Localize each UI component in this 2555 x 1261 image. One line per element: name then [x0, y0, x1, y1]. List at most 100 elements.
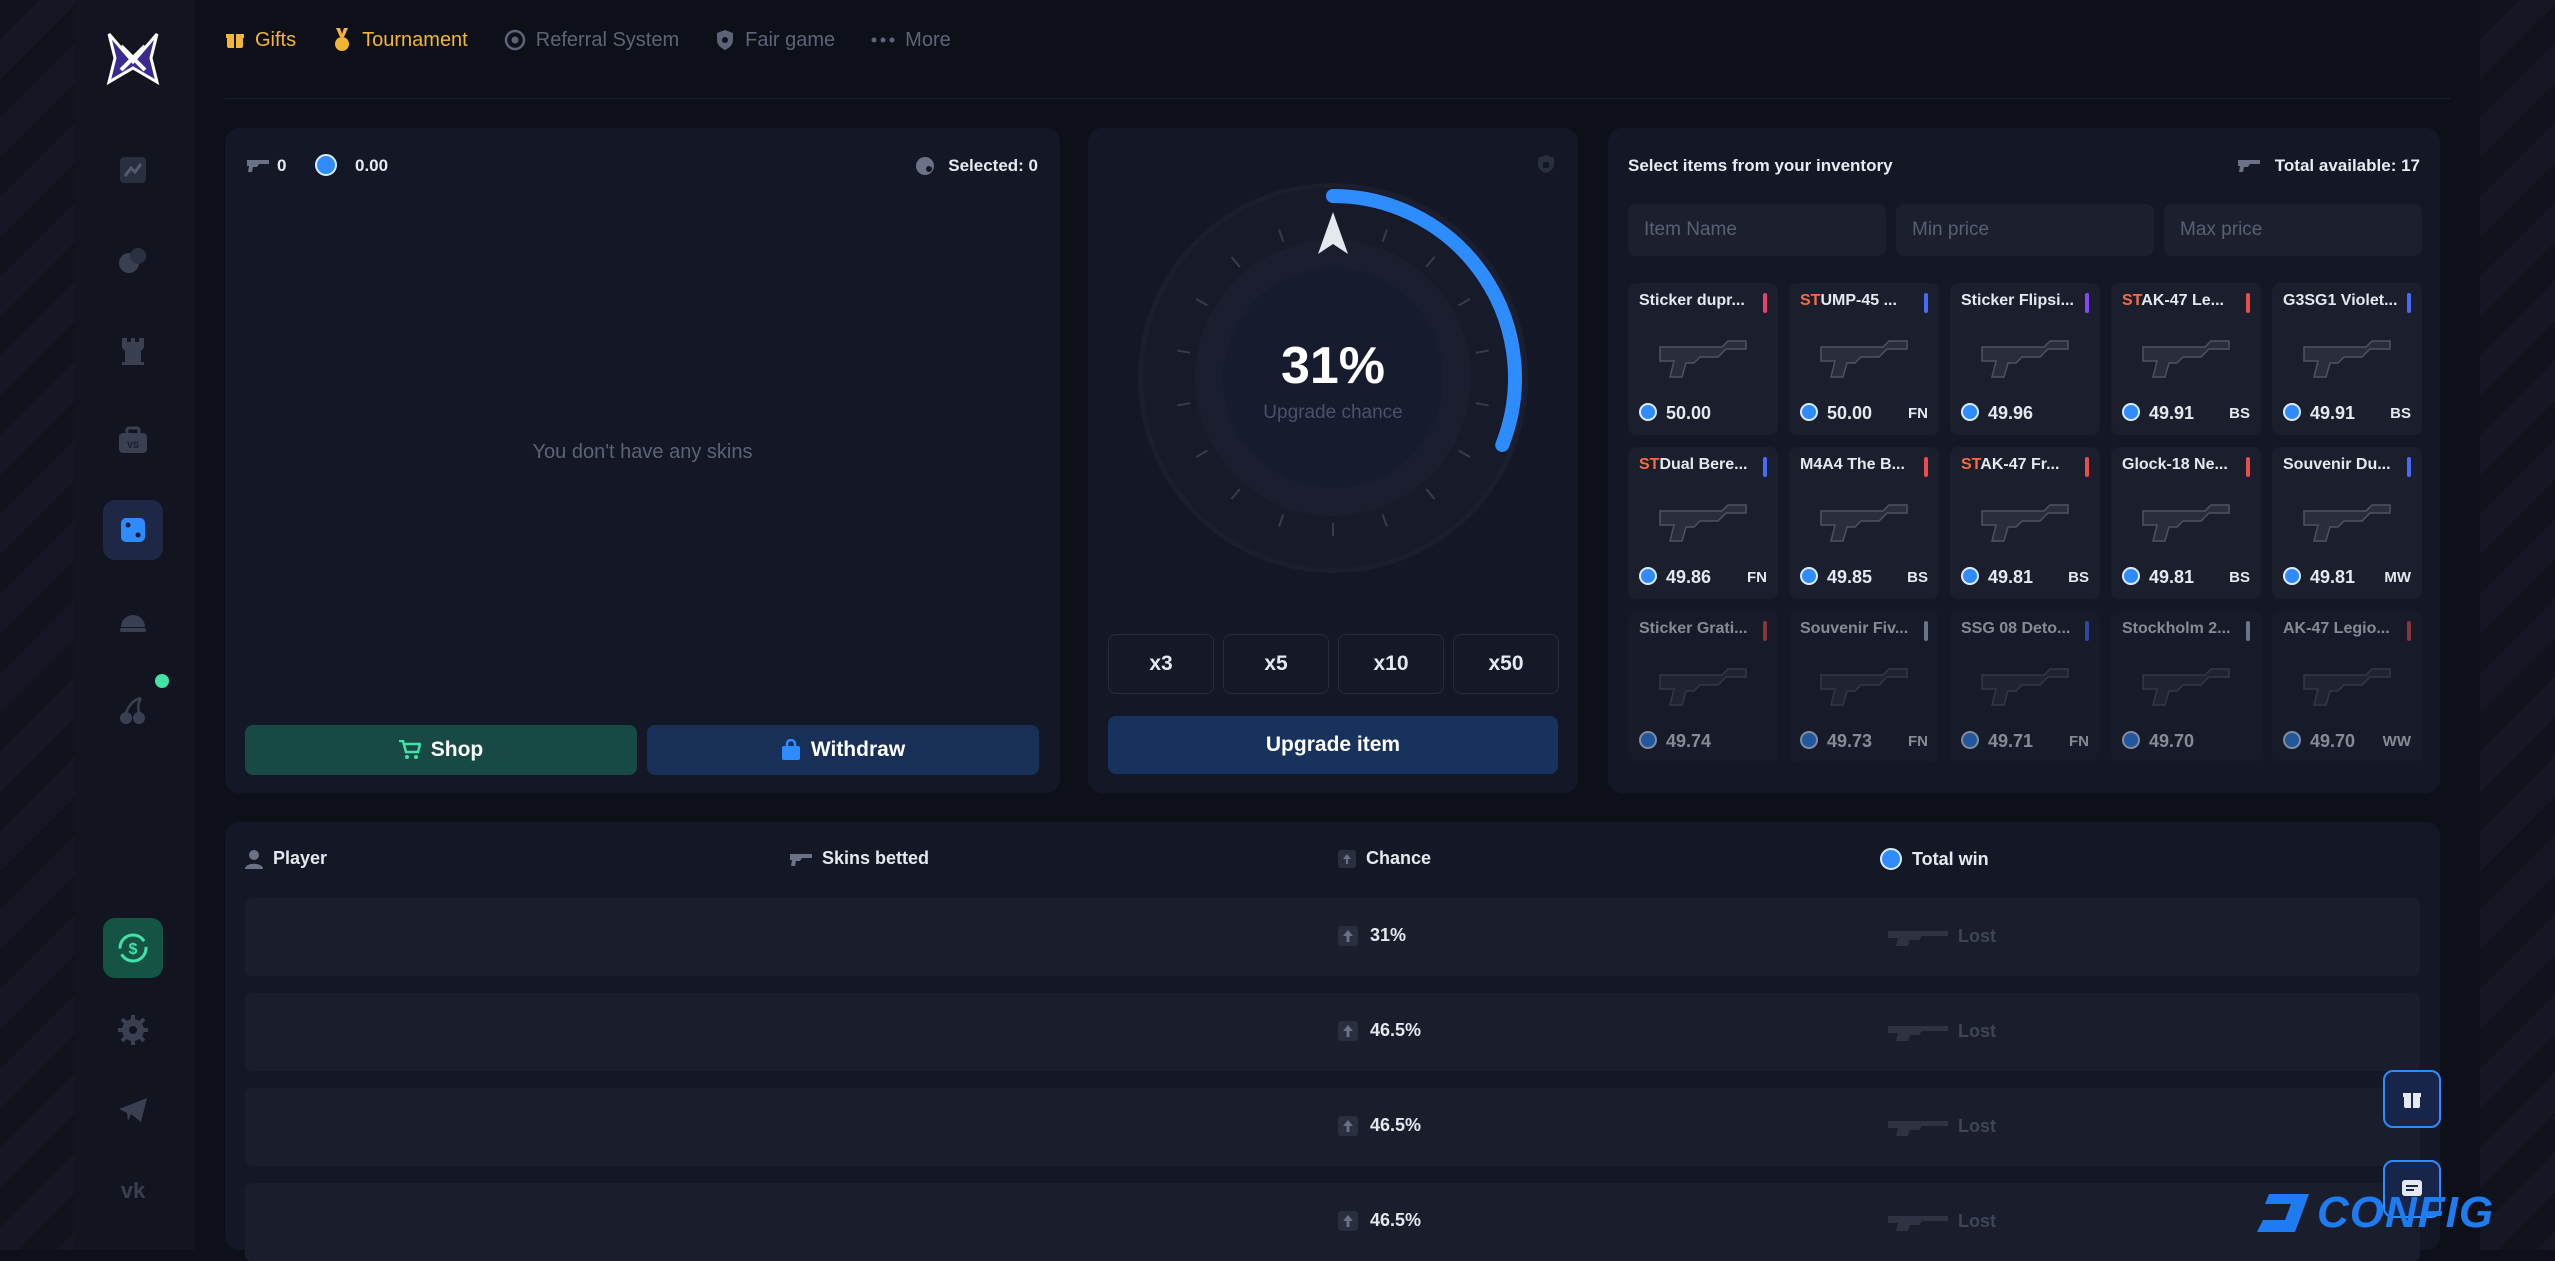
telegram-icon	[119, 1098, 147, 1122]
svg-text:vk: vk	[121, 1179, 146, 1201]
arrow-up-icon	[1338, 1020, 1358, 1041]
inventory-item-card[interactable]: Stockholm 2... 49.70	[2111, 611, 2261, 763]
arrow-up-icon	[1338, 1210, 1358, 1231]
cherry-icon	[120, 696, 145, 724]
multiplier-x3[interactable]: x3	[1108, 634, 1214, 694]
inventory-item-card[interactable]: Sticker dupr... 50.00	[1628, 283, 1778, 435]
nav-referral[interactable]: Referral System	[504, 29, 679, 52]
sidebar-item-roulette[interactable]	[103, 590, 163, 650]
total-available: Total available: 17	[2274, 156, 2420, 175]
rarity-bar	[2407, 621, 2411, 641]
inventory-item-card[interactable]: Souvenir Fiv... 49.73 FN	[1789, 611, 1939, 763]
inventory-item-card[interactable]: Glock-18 Ne... 49.81 BS	[2111, 447, 2261, 599]
nav-tournament[interactable]: Tournament	[332, 28, 468, 52]
item-price: 49.73	[1827, 731, 1873, 751]
sidebar-item-telegram[interactable]	[103, 1080, 163, 1140]
row-chance: 46.5%	[1338, 1210, 1421, 1231]
row-chance-value: 31%	[1370, 925, 1407, 945]
chat-float-button[interactable]	[2383, 1160, 2441, 1218]
header-chance: Chance	[1338, 848, 1431, 869]
header-skins: Skins betted	[790, 848, 929, 869]
item-image	[2300, 485, 2394, 551]
inventory-item-card[interactable]: SSG 08 Deto... 49.71 FN	[1950, 611, 2100, 763]
withdraw-button[interactable]: Withdraw	[647, 725, 1039, 775]
item-name-text: AK-47 Fr...	[1980, 456, 2060, 473]
inventory-item-card[interactable]: STAK-47 Le... 49.91 BS	[2111, 283, 2261, 435]
max-price-input[interactable]: Max price	[2164, 204, 2422, 256]
item-name-text: Souvenir Fiv...	[1800, 620, 1909, 637]
item-name: Sticker Grati...	[1639, 620, 1757, 638]
item-price: 49.85	[1827, 567, 1873, 587]
item-name: STDual Bere...	[1639, 456, 1757, 474]
coin-icon	[2122, 567, 2140, 585]
inventory-item-card[interactable]: M4A4 The B... 49.85 BS	[1789, 447, 1939, 599]
castle-icon	[122, 338, 144, 365]
shop-button[interactable]: Shop	[245, 725, 637, 775]
item-name-text: Stockholm 2...	[2122, 620, 2231, 637]
nav-gifts[interactable]: Gifts	[225, 29, 296, 52]
item-image	[1656, 321, 1750, 387]
item-wear: BS	[2068, 569, 2089, 586]
more-dots-icon	[871, 37, 895, 43]
sidebar-item-upgrade[interactable]	[103, 500, 163, 560]
sidebar-item-crash[interactable]	[103, 140, 163, 200]
chart-line-icon	[120, 157, 146, 183]
stattrak-tag: ST	[1961, 456, 1981, 473]
divider	[225, 98, 2450, 99]
gift-float-button[interactable]	[2383, 1070, 2441, 1128]
nav-fair-game[interactable]: Fair game	[715, 29, 835, 52]
sidebar-item-battles[interactable]: VS	[103, 410, 163, 470]
inventory-item-card[interactable]: Souvenir Du... 49.81 MW	[2272, 447, 2422, 599]
multiplier-x10[interactable]: x10	[1338, 634, 1444, 694]
sidebar-item-slots[interactable]	[103, 674, 169, 740]
inventory-panel: Select items from your inventory Total a…	[1608, 128, 2440, 793]
item-name-input[interactable]: Item Name	[1628, 204, 1886, 256]
nav-more[interactable]: More	[871, 29, 951, 52]
sidebar-item-towers[interactable]	[103, 320, 163, 380]
coin-icon	[1800, 403, 1818, 421]
min-price-input[interactable]: Min price	[1896, 204, 2154, 256]
inventory-item-card[interactable]: STDual Bere... 49.86 FN	[1628, 447, 1778, 599]
item-image	[1978, 321, 2072, 387]
header-chance-label: Chance	[1366, 848, 1432, 868]
rarity-bar	[2085, 457, 2089, 477]
rarity-bar	[2085, 621, 2089, 641]
watermark-text: CONFIG	[2317, 1188, 2495, 1237]
nav-more-label: More	[905, 28, 951, 51]
item-wear: BS	[2390, 405, 2411, 422]
gun-icon	[790, 853, 812, 866]
rarity-bar	[1763, 293, 1767, 313]
inventory-item-card[interactable]: Sticker Flipsi... 49.96	[1950, 283, 2100, 435]
site-logo[interactable]	[103, 28, 163, 88]
item-name: M4A4 The B...	[1800, 456, 1918, 474]
item-name-text: M4A4 The B...	[1800, 456, 1905, 473]
multiplier-x50[interactable]: x50	[1453, 634, 1559, 694]
withdraw-label: Withdraw	[810, 738, 906, 761]
multiplier-x5[interactable]: x5	[1223, 634, 1329, 694]
shield-icon	[717, 30, 734, 50]
sidebar-item-coinflip[interactable]	[103, 230, 163, 290]
sidebar-item-exchange[interactable]: $	[103, 918, 163, 978]
upgrade-item-button[interactable]: Upgrade item	[1108, 716, 1558, 774]
sidebar-item-vk[interactable]: vk	[103, 1160, 163, 1220]
inventory-item-card[interactable]: G3SG1 Violet... 49.91 BS	[2272, 283, 2422, 435]
gear-icon	[118, 1015, 148, 1045]
item-wear: FN	[2069, 733, 2089, 750]
item-name-text: UMP-45 ...	[1820, 292, 1897, 309]
rarity-bar	[2407, 293, 2411, 313]
history-panel: Player Skins betted Chance Total win 31%…	[225, 822, 2440, 1261]
inventory-item-card[interactable]: STAK-47 Fr... 49.81 BS	[1950, 447, 2100, 599]
selected-count: Selected: 0	[948, 156, 1038, 175]
item-price: 50.00	[1666, 403, 1712, 423]
inventory-item-card[interactable]: AK-47 Legio... 49.70 WW	[2272, 611, 2422, 763]
header-skins-label: Skins betted	[822, 848, 930, 868]
item-name: STAK-47 Le...	[2122, 292, 2240, 310]
item-name: SSG 08 Deto...	[1961, 620, 2079, 638]
coin-icon	[2122, 403, 2140, 421]
item-price: 49.81	[2149, 567, 2195, 587]
sidebar-item-settings[interactable]	[103, 1000, 163, 1060]
pointer-arrow-icon	[1318, 212, 1348, 254]
inventory-item-card[interactable]: Sticker Grati... 49.74	[1628, 611, 1778, 763]
inventory-item-card[interactable]: STUMP-45 ... 50.00 FN	[1789, 283, 1939, 435]
coin-icon	[1800, 567, 1818, 585]
